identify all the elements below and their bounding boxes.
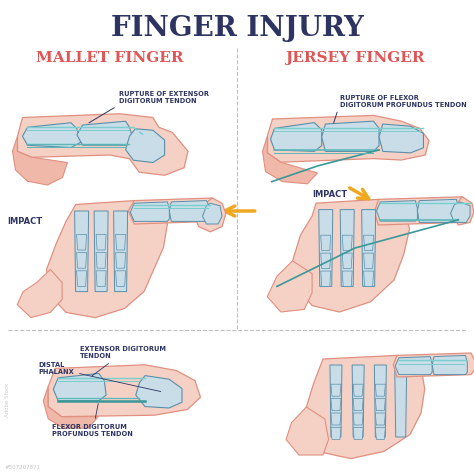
Polygon shape bbox=[286, 407, 328, 455]
Polygon shape bbox=[202, 203, 222, 224]
Polygon shape bbox=[306, 356, 425, 459]
Polygon shape bbox=[126, 129, 164, 163]
Polygon shape bbox=[331, 399, 341, 410]
Polygon shape bbox=[322, 121, 379, 151]
Text: IMPACT: IMPACT bbox=[8, 217, 43, 226]
Polygon shape bbox=[353, 428, 363, 439]
Text: MALLET FINGER: MALLET FINGER bbox=[36, 51, 184, 65]
Polygon shape bbox=[77, 253, 87, 268]
Polygon shape bbox=[116, 253, 126, 268]
Polygon shape bbox=[321, 235, 331, 251]
Text: Adobe Stock: Adobe Stock bbox=[6, 383, 10, 417]
Polygon shape bbox=[321, 253, 331, 268]
Polygon shape bbox=[379, 124, 423, 153]
Polygon shape bbox=[331, 413, 341, 425]
Polygon shape bbox=[352, 365, 364, 437]
Polygon shape bbox=[418, 200, 458, 222]
Text: RUPTURE OF EXTENSOR
DIGITORUM TENDON: RUPTURE OF EXTENSOR DIGITORUM TENDON bbox=[118, 91, 209, 104]
Polygon shape bbox=[46, 201, 167, 318]
Polygon shape bbox=[374, 365, 386, 437]
Polygon shape bbox=[96, 235, 106, 250]
Polygon shape bbox=[330, 365, 342, 437]
Polygon shape bbox=[364, 271, 374, 286]
Polygon shape bbox=[321, 271, 331, 286]
Polygon shape bbox=[353, 384, 363, 396]
Polygon shape bbox=[96, 253, 106, 268]
Polygon shape bbox=[77, 271, 87, 286]
Text: EXTENSOR DIGITORUM
TENDON: EXTENSOR DIGITORUM TENDON bbox=[80, 346, 166, 376]
Polygon shape bbox=[136, 375, 182, 408]
Polygon shape bbox=[432, 356, 467, 374]
Text: FLEXOR DIGITORUM
PROFUNDUS TENDON: FLEXOR DIGITORUM PROFUNDUS TENDON bbox=[53, 403, 133, 437]
Polygon shape bbox=[96, 271, 106, 286]
Polygon shape bbox=[22, 123, 81, 147]
Polygon shape bbox=[331, 384, 341, 396]
Polygon shape bbox=[271, 123, 322, 151]
Polygon shape bbox=[453, 197, 474, 225]
Polygon shape bbox=[353, 399, 363, 410]
Polygon shape bbox=[128, 198, 218, 224]
Text: FINGER INJURY: FINGER INJURY bbox=[110, 15, 364, 42]
Polygon shape bbox=[94, 211, 108, 292]
Polygon shape bbox=[116, 235, 126, 250]
Polygon shape bbox=[12, 136, 67, 185]
Text: DISTAL
PHALANX: DISTAL PHALANX bbox=[38, 362, 161, 392]
Polygon shape bbox=[374, 197, 466, 225]
Text: IMPACT: IMPACT bbox=[312, 190, 347, 199]
Polygon shape bbox=[267, 115, 429, 162]
Polygon shape bbox=[18, 114, 188, 175]
Polygon shape bbox=[116, 271, 126, 286]
Polygon shape bbox=[342, 271, 352, 286]
Polygon shape bbox=[43, 386, 98, 428]
Polygon shape bbox=[342, 253, 352, 268]
Polygon shape bbox=[364, 235, 374, 251]
Polygon shape bbox=[331, 428, 341, 439]
Polygon shape bbox=[375, 399, 385, 410]
Polygon shape bbox=[451, 202, 470, 222]
Polygon shape bbox=[292, 200, 410, 312]
Polygon shape bbox=[393, 353, 474, 377]
Polygon shape bbox=[395, 365, 407, 437]
Polygon shape bbox=[195, 198, 226, 232]
Polygon shape bbox=[375, 384, 385, 396]
Polygon shape bbox=[376, 201, 418, 221]
Polygon shape bbox=[17, 270, 62, 318]
Polygon shape bbox=[353, 413, 363, 425]
Text: RUPTURE OF FLEXOR
DIGITORUM PROFUNDUS TENDON: RUPTURE OF FLEXOR DIGITORUM PROFUNDUS TE… bbox=[340, 95, 467, 108]
Polygon shape bbox=[375, 428, 385, 439]
Polygon shape bbox=[375, 413, 385, 425]
Polygon shape bbox=[77, 121, 133, 145]
Polygon shape bbox=[169, 201, 210, 221]
Polygon shape bbox=[267, 261, 312, 312]
Polygon shape bbox=[74, 211, 89, 292]
Polygon shape bbox=[395, 356, 432, 374]
Polygon shape bbox=[114, 211, 128, 292]
Polygon shape bbox=[342, 235, 352, 251]
Polygon shape bbox=[77, 235, 87, 250]
Polygon shape bbox=[53, 374, 106, 401]
Polygon shape bbox=[48, 365, 201, 417]
Polygon shape bbox=[340, 210, 354, 286]
Text: JERSEY FINGER: JERSEY FINGER bbox=[285, 51, 425, 65]
Polygon shape bbox=[364, 253, 374, 268]
Polygon shape bbox=[319, 210, 333, 286]
Polygon shape bbox=[362, 210, 376, 286]
Polygon shape bbox=[130, 202, 169, 221]
Text: #507207871: #507207871 bbox=[5, 465, 41, 470]
Polygon shape bbox=[263, 136, 318, 184]
